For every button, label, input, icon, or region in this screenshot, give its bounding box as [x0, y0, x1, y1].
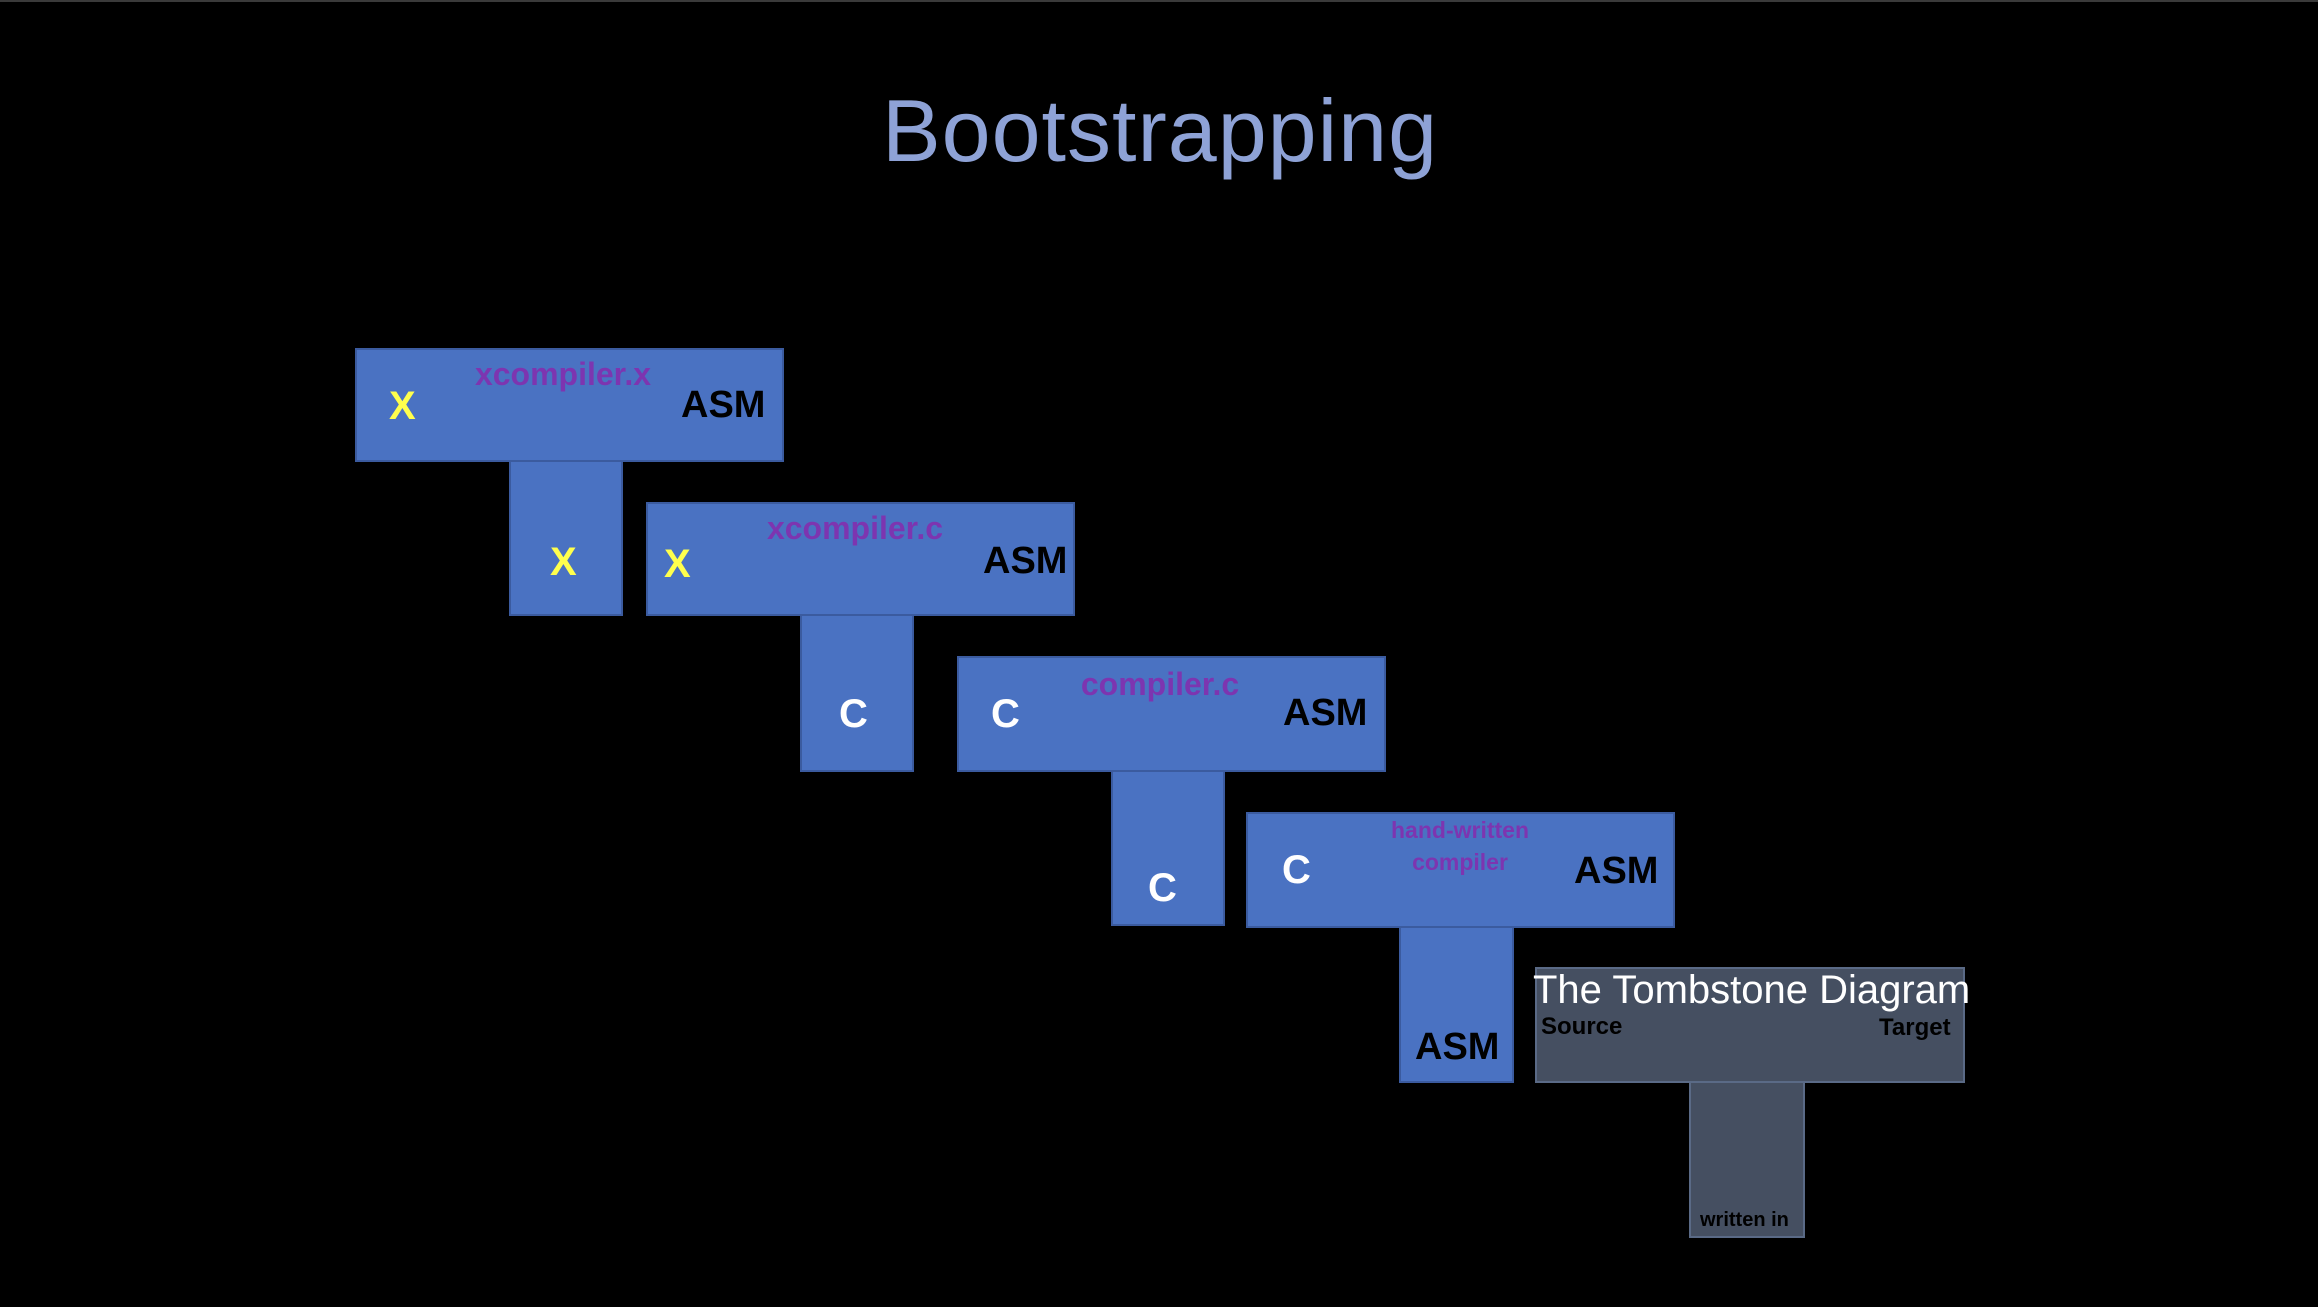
tombstone-stem — [509, 460, 623, 616]
source-language: X — [389, 384, 416, 428]
tombstone-top-bar — [1246, 812, 1675, 928]
compiler-name: xcompiler.x — [474, 356, 652, 392]
compiler-name: xcompiler.c — [766, 510, 944, 546]
target-language: ASM — [681, 384, 766, 426]
legend-target-label: Target — [1879, 1014, 1951, 1041]
implementation-language: ASM — [1415, 1026, 1500, 1068]
tombstone-stem — [1111, 770, 1225, 926]
tombstone-stem — [1399, 926, 1514, 1083]
source-language: C — [991, 692, 1020, 736]
legend-top-bar — [1535, 967, 1965, 1083]
source-language: X — [664, 542, 691, 586]
target-language: ASM — [1283, 692, 1368, 734]
legend-written-in-label: written in — [1700, 1209, 1789, 1231]
target-language: ASM — [1574, 850, 1659, 892]
legend-source-label: Source — [1541, 1013, 1623, 1040]
implementation-language: C — [839, 692, 868, 736]
legend-title: The Tombstone Diagram — [1533, 968, 1971, 1012]
source-language: C — [1282, 848, 1311, 892]
target-language: ASM — [983, 540, 1068, 582]
legend-stem — [1689, 1081, 1805, 1238]
compiler-name: compiler.c — [1080, 666, 1240, 702]
compiler-name: hand-written compiler — [1391, 817, 1529, 876]
implementation-language: X — [550, 540, 577, 584]
tombstone-stem — [800, 614, 914, 772]
tombstone-top-bar — [355, 348, 784, 462]
slide-title: Bootstrapping — [881, 81, 1439, 180]
implementation-language: C — [1148, 866, 1177, 910]
